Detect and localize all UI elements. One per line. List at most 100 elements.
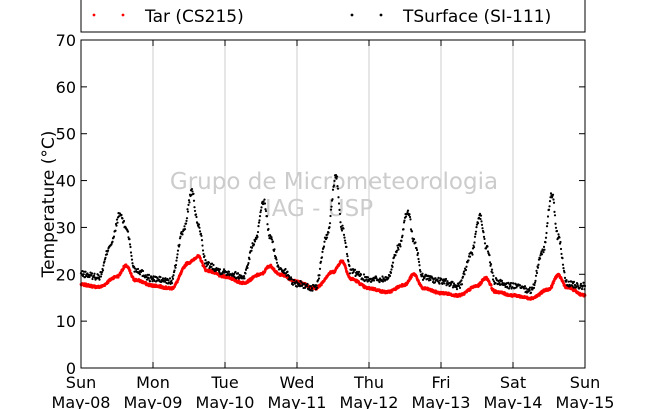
data-point	[553, 214, 557, 217]
data-point	[90, 274, 93, 277]
data-point	[410, 230, 414, 233]
data-point	[455, 288, 459, 291]
data-point	[287, 274, 291, 278]
data-point	[486, 245, 489, 248]
data-point	[244, 272, 247, 275]
legend-marker-tar	[92, 13, 96, 17]
data-point	[190, 187, 194, 191]
data-point	[298, 283, 301, 286]
data-point	[159, 276, 162, 279]
data-point	[465, 265, 468, 268]
data-point	[524, 287, 528, 290]
data-point	[257, 221, 261, 224]
x-tick-label-date: May-10	[196, 393, 255, 409]
data-point	[110, 243, 113, 246]
data-point	[409, 218, 412, 221]
data-point	[128, 238, 131, 241]
data-point	[172, 274, 175, 277]
x-tick-label-day: Tue	[210, 373, 238, 392]
legend-marker-tar	[121, 13, 125, 17]
data-point	[315, 286, 319, 289]
data-point	[542, 251, 545, 254]
data-point	[200, 238, 204, 242]
data-point	[309, 284, 313, 288]
data-point	[138, 273, 142, 276]
data-point	[552, 198, 555, 201]
data-point	[408, 213, 411, 216]
y-axis-title: Temperature (°C)	[39, 131, 59, 279]
data-point	[192, 192, 195, 195]
data-point	[199, 256, 202, 260]
data-point	[461, 275, 465, 278]
data-point	[561, 263, 565, 266]
data-point	[468, 255, 472, 258]
data-point	[193, 209, 197, 213]
data-point	[374, 275, 378, 278]
data-point	[195, 215, 198, 219]
data-point	[242, 275, 246, 278]
data-point	[264, 209, 268, 213]
watermark-line-1: Grupo de Micrometeorologia	[170, 169, 498, 195]
data-point	[417, 257, 420, 261]
data-point	[562, 267, 565, 270]
data-point	[81, 274, 85, 278]
data-point	[284, 267, 287, 271]
data-point	[486, 250, 490, 253]
data-point	[353, 268, 357, 271]
data-point	[438, 282, 441, 285]
data-point	[576, 284, 580, 288]
data-point	[552, 281, 555, 285]
data-point	[357, 270, 361, 273]
data-point	[191, 190, 194, 193]
data-point	[181, 233, 184, 236]
data-point	[475, 226, 478, 229]
data-point	[561, 257, 564, 260]
data-point	[253, 240, 257, 243]
data-point	[398, 243, 402, 246]
x-tick-label-day: Sun	[570, 373, 600, 392]
data-point	[305, 284, 309, 288]
data-point	[388, 274, 392, 278]
data-point	[488, 261, 492, 264]
data-point	[549, 192, 553, 195]
data-point	[206, 263, 210, 266]
data-point	[571, 284, 574, 287]
data-point	[115, 224, 118, 227]
data-point	[441, 282, 444, 285]
data-point	[151, 277, 155, 280]
data-point	[325, 236, 329, 239]
data-point	[175, 259, 178, 262]
x-tick-label-day: Thu	[353, 373, 384, 392]
data-point	[478, 212, 482, 215]
data-point	[406, 211, 409, 214]
data-point	[126, 230, 130, 233]
data-point	[444, 279, 447, 282]
data-point	[340, 229, 344, 232]
data-point	[256, 230, 260, 234]
data-point	[411, 240, 415, 243]
data-point	[332, 184, 336, 187]
data-point	[399, 245, 402, 248]
data-point	[337, 196, 340, 199]
data-point	[97, 274, 100, 277]
data-point	[518, 284, 522, 287]
data-point	[533, 283, 536, 287]
data-point	[546, 215, 550, 218]
data-point	[416, 253, 419, 257]
data-point	[463, 273, 466, 276]
data-point	[341, 224, 344, 227]
data-point	[286, 270, 289, 273]
data-point	[480, 223, 484, 226]
data-point	[479, 214, 483, 217]
data-point	[391, 265, 394, 268]
x-tick-label-day: Mon	[136, 373, 170, 392]
x-axis-ticks: SunMay-08MonMay-09TueMay-10WedMay-11ThuM…	[52, 40, 614, 409]
data-point	[201, 244, 204, 247]
data-point	[467, 259, 470, 262]
data-point	[410, 275, 413, 279]
data-point	[482, 235, 486, 239]
data-point	[400, 239, 403, 242]
data-point	[246, 263, 250, 266]
data-point	[111, 240, 114, 243]
data-point	[397, 248, 400, 251]
